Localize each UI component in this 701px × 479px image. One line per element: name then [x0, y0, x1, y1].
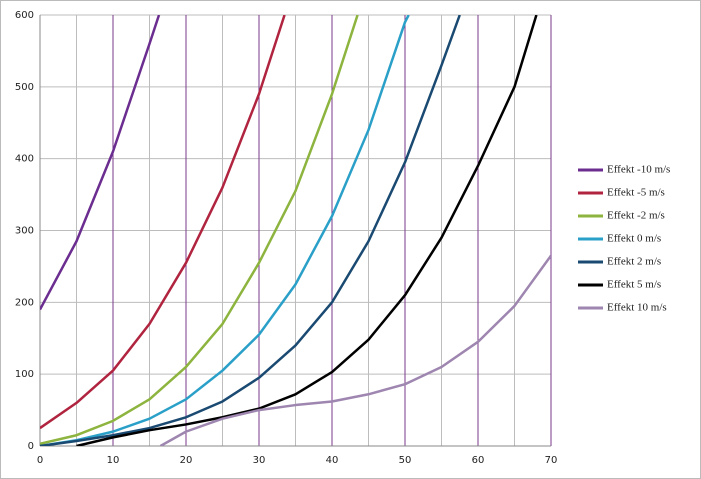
legend-label: Effekt 2 m/s — [607, 256, 661, 268]
y-tick-label: 100 — [15, 369, 34, 380]
series-line — [40, 15, 161, 311]
legend-label: Effekt -2 m/s — [607, 210, 665, 222]
grid — [39, 14, 552, 447]
y-tick-label: 200 — [15, 297, 34, 308]
series-line — [40, 15, 410, 446]
series-line — [40, 15, 461, 446]
labels: 0 100 200 300 400 500 600 0 10 20 30 40 50 60 70 Effekt… — [15, 10, 670, 466]
y-tick-label: 0 — [28, 441, 34, 452]
x-tick-label: 60 — [472, 455, 485, 466]
series-line — [40, 15, 286, 430]
x-tick-label: 0 — [37, 455, 43, 466]
legend-label: Effekt 10 m/s — [607, 302, 667, 314]
y-tick-label: 600 — [15, 10, 34, 21]
legend-label: Effekt 0 m/s — [607, 233, 661, 245]
legend-label: Effekt -10 m/s — [607, 164, 670, 176]
series-line — [159, 254, 551, 446]
legend-label: Effekt -5 m/s — [607, 187, 665, 199]
x-tick-label: 20 — [180, 455, 193, 466]
legend-label: Effekt 5 m/s — [607, 279, 661, 291]
series-line — [40, 15, 359, 446]
x-tick-label: 10 — [107, 455, 120, 466]
y-tick-label: 300 — [15, 226, 34, 237]
x-tick-label: 40 — [326, 455, 339, 466]
plot-lines — [40, 15, 551, 446]
y-tick-label: 400 — [15, 154, 34, 165]
x-tick-label: 50 — [399, 455, 412, 466]
x-tick-label: 70 — [545, 455, 558, 466]
series-line — [76, 15, 538, 446]
x-tick-label: 30 — [253, 455, 266, 466]
y-tick-label: 500 — [15, 82, 34, 93]
